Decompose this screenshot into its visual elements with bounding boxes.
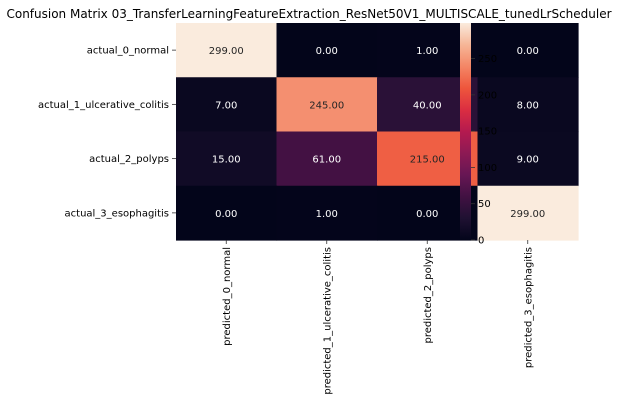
cell-value-label: 1.00 [316,209,338,220]
heatmap-cell [477,131,579,187]
cell-value-label: 215.00 [410,155,445,166]
colorbar-tick-label: 200 [478,90,497,101]
colorbar-tick-label: 100 [478,163,497,174]
cell-value-label: 0.00 [316,46,338,57]
cell-value-label: 7.00 [215,100,237,111]
heatmap-cell [176,77,278,133]
cell-value-label: 40.00 [413,100,442,111]
cell-value-label: 245.00 [309,100,344,111]
colorbar-tick-label: 50 [478,199,491,210]
heatmap-cell [176,23,278,78]
cell-value-label: 299.00 [209,46,244,57]
chart-title: Confusion Matrix 03_TransferLearningFeat… [6,7,611,21]
heatmap-cell [477,23,579,78]
row-labels: actual_0_normal actual_1_ulcerative_colit… [38,46,176,219]
column-label: predicted_2_polyps [423,247,434,344]
cell-value-label: 0.00 [416,209,438,220]
colorbar-tick-label: 150 [478,127,497,138]
heatmap-cell [176,185,278,241]
heatmap-cell [276,185,378,241]
cell-value-label: 299.00 [510,209,545,220]
row-label: actual_2_polyps [89,154,169,165]
row-label: actual_3_esophagitis [65,208,169,219]
heatmap-cell [276,131,378,187]
row-label: actual_0_normal [87,46,169,57]
cell-value-label: 0.00 [517,46,539,57]
heatmap-cell [276,23,378,78]
heatmap-cell [477,185,579,241]
heatmap-cell [477,77,579,133]
cell-value-label: 1.00 [416,46,438,57]
column-label: predicted_0_normal [222,247,233,346]
heatmap: 299.00 0.00 1.00 0.00 7.00 245.00 40.00 8.00 15.… [176,23,579,241]
colorbar-gradient [460,23,471,240]
colorbar-tick-label: 250 [478,54,497,65]
row-label: actual_1_ulcerative_colitis [38,100,169,111]
cell-value-label: 0.00 [215,209,237,220]
cell-value-label: 8.00 [517,100,539,111]
cell-value-label: 15.00 [212,155,241,166]
cell-value-label: 61.00 [312,155,341,166]
heatmap-cell [276,77,378,133]
heatmap-cell [176,131,278,187]
column-label: predicted_3_esophagitis [523,247,534,368]
column-label: predicted_1_ulcerative_colitis [322,247,333,395]
colorbar-tick-label: 0 [478,236,484,247]
cell-value-label: 9.00 [517,155,539,166]
column-labels: predicted_0_normal predicted_1_ulcerative… [222,240,534,395]
colorbar: 0 50 100 150 200 250 [460,23,497,247]
